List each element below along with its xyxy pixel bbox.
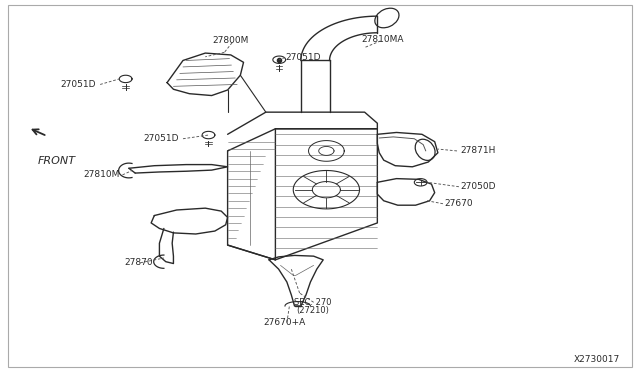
Text: 27051D: 27051D bbox=[143, 134, 179, 143]
Text: 27870: 27870 bbox=[124, 258, 153, 267]
Text: X2730017: X2730017 bbox=[573, 355, 620, 364]
Text: 27810MA: 27810MA bbox=[361, 35, 404, 44]
Text: 27810M: 27810M bbox=[83, 170, 119, 179]
Text: 27670: 27670 bbox=[444, 199, 473, 208]
Text: 27670+A: 27670+A bbox=[264, 318, 306, 327]
Text: 27871H: 27871H bbox=[460, 147, 495, 155]
Text: 27051D: 27051D bbox=[285, 53, 321, 62]
Text: 27051D: 27051D bbox=[60, 80, 96, 89]
Text: (27210): (27210) bbox=[296, 306, 329, 315]
Text: 27800M: 27800M bbox=[212, 36, 249, 45]
Text: 27050D: 27050D bbox=[460, 182, 496, 191]
Text: FRONT: FRONT bbox=[38, 156, 76, 166]
Text: SEC. 270: SEC. 270 bbox=[294, 298, 331, 307]
